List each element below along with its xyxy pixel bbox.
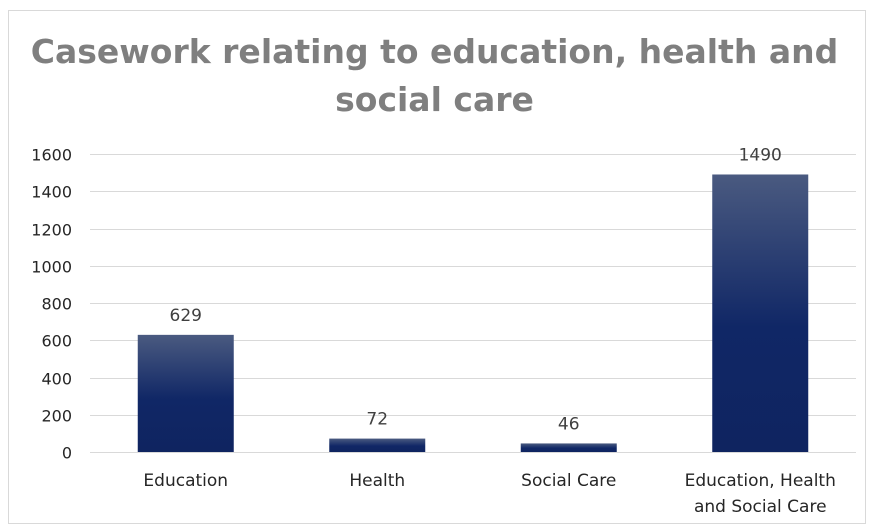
bars <box>137 174 809 453</box>
y-tick-label: 800 <box>41 295 72 314</box>
chart-title-line-2: social care <box>335 80 534 119</box>
data-label: 629 <box>170 306 202 326</box>
data-label: 72 <box>366 410 388 430</box>
x-axis-category-labels: Education Health Social Care Education, Hea… <box>143 471 835 517</box>
y-tick-label: 1000 <box>31 258 72 277</box>
y-tick-label: 1400 <box>31 183 72 202</box>
y-tick-label: 400 <box>41 370 72 389</box>
category-label: Health <box>349 471 405 491</box>
bar <box>712 174 809 453</box>
y-tick-label: 0 <box>62 444 72 463</box>
category-label: Education, Health and Social Care <box>685 471 836 517</box>
y-tick-label: 1200 <box>31 221 72 240</box>
chart-title-line-1: Casework relating to education, health a… <box>30 32 839 71</box>
category-label: Social Care <box>521 471 616 491</box>
data-labels: 629 72 46 1490 <box>170 145 782 434</box>
chart-title: Casework relating to education, health a… <box>0 28 869 124</box>
data-label: 1490 <box>739 145 782 165</box>
bar <box>137 334 234 452</box>
y-tick-label: 200 <box>41 407 72 426</box>
y-axis-tick-labels: 0 200 400 600 800 1000 1200 1400 1600 <box>31 146 72 463</box>
category-label: Education <box>143 471 228 491</box>
y-tick-label: 1600 <box>31 146 72 165</box>
bar <box>520 443 617 452</box>
bar <box>329 438 426 452</box>
data-label: 46 <box>558 414 580 434</box>
y-tick-label: 600 <box>41 332 72 351</box>
